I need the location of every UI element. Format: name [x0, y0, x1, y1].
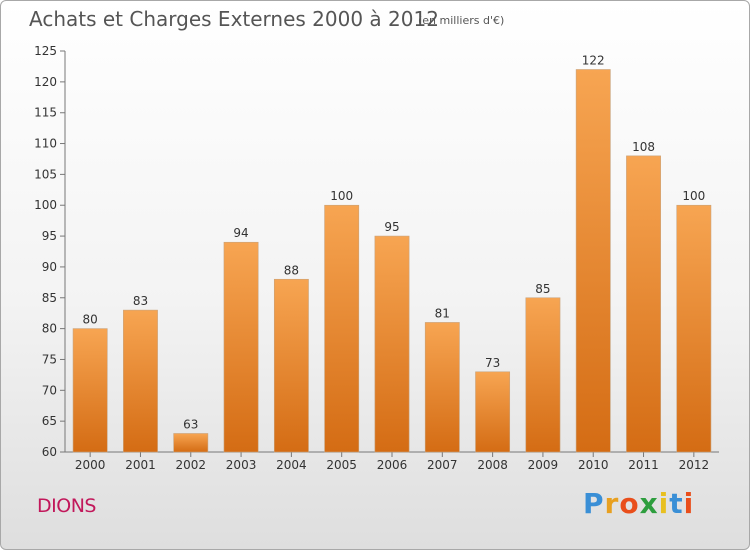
x-tick-label: 2002: [175, 458, 206, 472]
proxiti-logo[interactable]: Proxiti: [583, 487, 694, 520]
y-tick-label: 80: [42, 322, 57, 336]
y-tick-label: 95: [42, 229, 57, 243]
y-tick-label: 90: [42, 260, 57, 274]
y-tick-label: 70: [42, 383, 57, 397]
bar: [72, 328, 108, 453]
x-tick-label: 2008: [477, 458, 508, 472]
bar: [525, 297, 561, 453]
y-tick-label: 120: [34, 75, 57, 89]
bar-value-label: 100: [330, 189, 353, 203]
bar-value-label: 83: [133, 294, 148, 308]
logo-letter: i: [683, 487, 695, 520]
y-tick-label: 65: [42, 414, 57, 428]
bar: [424, 322, 460, 453]
bar: [324, 204, 360, 453]
bar-value-label: 94: [233, 226, 248, 240]
y-tick-label: 85: [42, 291, 57, 305]
x-tick-label: 2010: [578, 458, 609, 472]
logo-letter: t: [669, 487, 684, 520]
bar: [475, 371, 511, 453]
logo-letter: i: [658, 487, 670, 520]
bar-value-label: 88: [284, 263, 299, 277]
bar: [123, 309, 158, 453]
bar-value-label: 122: [582, 54, 605, 68]
y-tick-label: 60: [42, 445, 57, 459]
x-tick-label: 2003: [226, 458, 257, 472]
bar-value-label: 80: [83, 313, 98, 327]
bar: [173, 433, 209, 453]
x-tick-label: 2006: [377, 458, 408, 472]
bar: [575, 69, 611, 453]
bar: [626, 155, 661, 453]
bar-value-label: 108: [632, 140, 655, 154]
bar-value-label: 85: [535, 282, 550, 296]
bar: [676, 204, 712, 453]
bars: 80 83 63 94 88 100 95 81 73 85 122 108 100: [72, 54, 712, 453]
y-axis: 60 65 70 75 80 85 90 95 100 105 110 115 120 125: [34, 44, 66, 459]
bar: [374, 235, 410, 453]
logo-letter: o: [619, 487, 640, 520]
x-tick-label: 2004: [276, 458, 307, 472]
bar-value-label: 73: [485, 356, 500, 370]
y-tick-label: 110: [34, 137, 57, 151]
x-tick-label: 2007: [427, 458, 458, 472]
place-name: DIONS: [37, 495, 96, 517]
x-tick-label: 2001: [125, 458, 156, 472]
logo-letter: P: [583, 487, 605, 520]
x-tick-label: 2009: [528, 458, 559, 472]
logo-letter: r: [604, 487, 620, 520]
logo-letter: x: [639, 487, 659, 520]
chart-subtitle: (en milliers d'€): [418, 14, 505, 27]
bar-value-label: 95: [384, 220, 399, 234]
y-tick-label: 125: [34, 44, 57, 58]
bar: [273, 278, 309, 453]
y-tick-label: 75: [42, 352, 57, 366]
bar-value-label: 63: [183, 417, 198, 431]
y-tick-label: 105: [34, 167, 57, 181]
chart-title: Achats et Charges Externes 2000 à 2012: [29, 7, 439, 31]
x-tick-label: 2005: [326, 458, 357, 472]
bar-value-label: 81: [435, 306, 450, 320]
y-tick-label: 100: [34, 198, 57, 212]
x-axis: 2000 2001 2002 2003 2004 2005 2006 2007 2008 2009…: [65, 451, 719, 472]
bar: [223, 241, 259, 453]
x-tick-label: 2011: [628, 458, 659, 472]
bar-value-label: 100: [682, 189, 705, 203]
x-tick-label: 2000: [75, 458, 106, 472]
y-tick-label: 115: [34, 106, 57, 120]
x-tick-label: 2012: [679, 458, 710, 472]
